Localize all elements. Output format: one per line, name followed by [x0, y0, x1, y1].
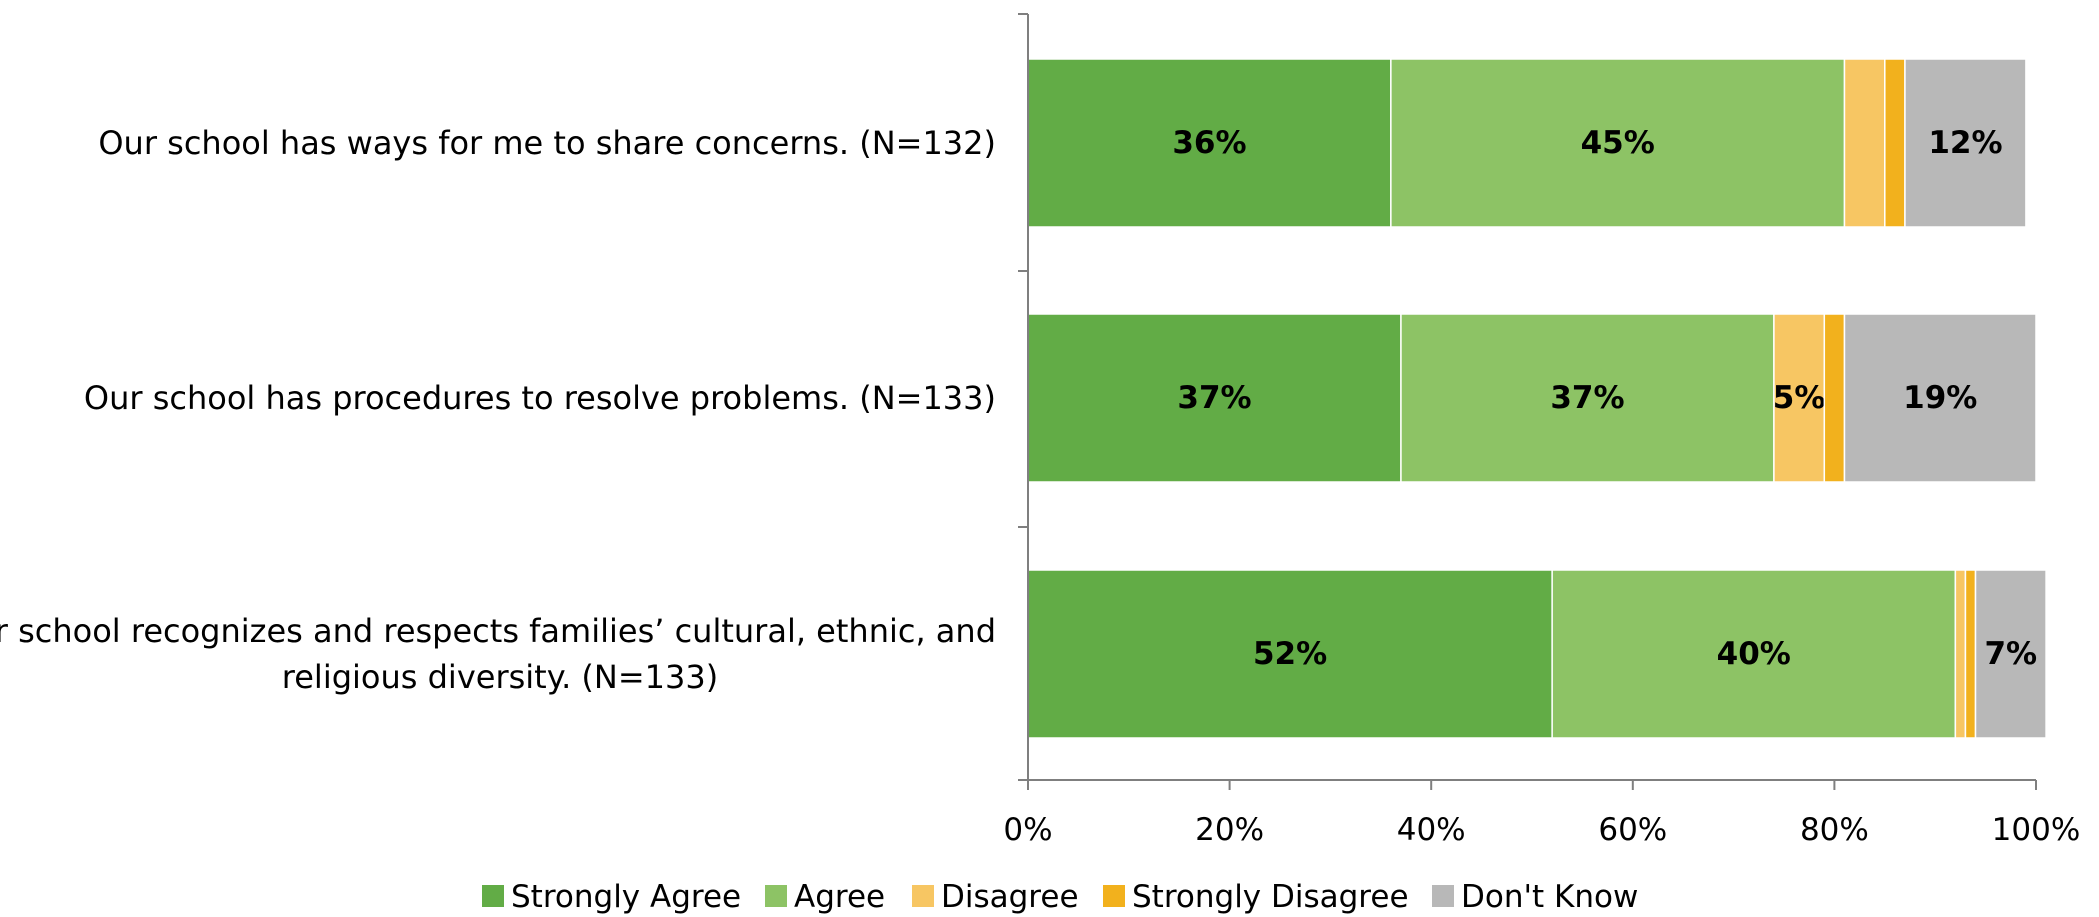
data-label: 7% — [1984, 636, 2037, 672]
category-label: Our school has ways for me to share conc… — [98, 124, 996, 162]
legend-label: Strongly Disagree — [1132, 879, 1409, 915]
bar-segment — [1027, 58, 1392, 228]
category-label: Our school has procedures to resolve pro… — [84, 379, 996, 417]
bar-segment — [1974, 569, 2047, 739]
legend-label: Don't Know — [1461, 879, 1638, 915]
x-tick-label: 80% — [1800, 812, 1869, 848]
legend-swatch — [1432, 885, 1454, 907]
bar-segment — [1551, 569, 1957, 739]
legend-label: Disagree — [941, 879, 1079, 915]
bar-segment — [1843, 313, 2037, 483]
legend-label: Agree — [794, 879, 885, 915]
bar-segment — [1884, 58, 1906, 228]
category-label: religious diversity. (N=133) — [282, 658, 718, 696]
data-label: 19% — [1903, 380, 1977, 416]
category-label: Our school recognizes and respects famil… — [0, 612, 996, 650]
data-label: 5% — [1773, 380, 1826, 416]
bar-segment — [1954, 569, 1967, 739]
legend-item: Disagree — [912, 879, 1079, 915]
legend-item: Strongly Disagree — [1103, 879, 1409, 915]
data-label: 37% — [1177, 380, 1251, 416]
x-tick-label: 100% — [1992, 812, 2081, 848]
x-tick-label: 40% — [1397, 812, 1466, 848]
bar-segment — [1904, 58, 2027, 228]
bar-segment — [1027, 569, 1553, 739]
legend-label: Strongly Agree — [511, 879, 741, 915]
bar-group: 52% 40% 7% — [1027, 569, 2047, 739]
x-tick-label: 0% — [1003, 812, 1052, 848]
bar-segment — [1390, 58, 1846, 228]
bar-group: 37% 37% 5% 19% — [1027, 313, 2037, 483]
bar-segment — [1823, 313, 1846, 483]
data-label: 45% — [1581, 125, 1655, 161]
bar-segment — [1964, 569, 1977, 739]
legend-swatch — [482, 885, 504, 907]
legend-swatch — [912, 885, 934, 907]
bar-group: 36% 45% 12% — [1027, 58, 2027, 228]
bar-segment — [1027, 313, 1402, 483]
bar-segment — [1400, 313, 1775, 483]
x-tick-label: 60% — [1598, 812, 1667, 848]
x-tick-label: 20% — [1195, 812, 1264, 848]
bar-segment — [1773, 313, 1826, 483]
data-label: 52% — [1253, 636, 1327, 672]
legend-swatch — [765, 885, 787, 907]
data-label: 40% — [1717, 636, 1791, 672]
legend-swatch — [1103, 885, 1125, 907]
legend-item: Don't Know — [1432, 879, 1638, 915]
legend-item: Agree — [765, 879, 885, 915]
data-label: 12% — [1928, 125, 2002, 161]
bar-segment — [1843, 58, 1886, 228]
data-label: 36% — [1172, 125, 1246, 161]
legend-item: Strongly Agree — [482, 879, 741, 915]
data-label: 37% — [1550, 380, 1624, 416]
